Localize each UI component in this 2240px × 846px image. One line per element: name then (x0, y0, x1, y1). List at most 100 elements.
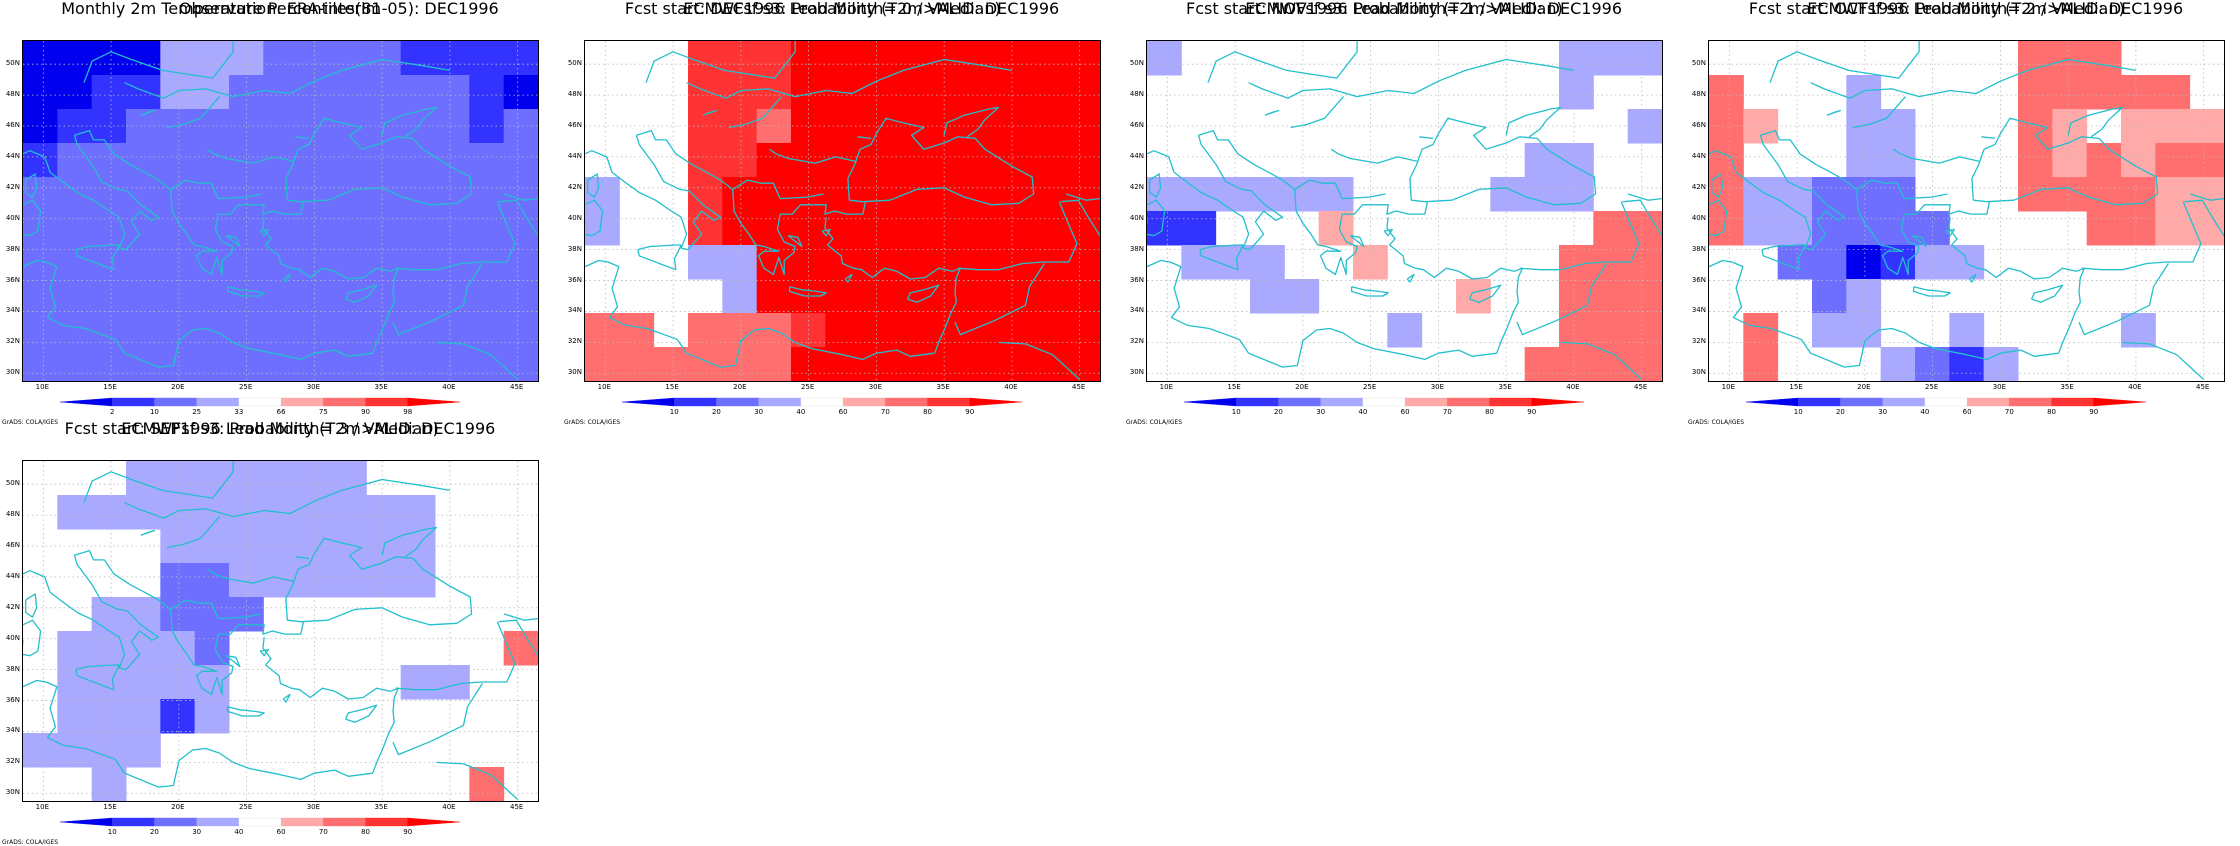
longitude-label: 20E (1857, 383, 1871, 391)
grid-cell (194, 495, 230, 530)
grid-cell (1065, 75, 1100, 110)
grid-cell (194, 143, 230, 178)
grid-cell (23, 313, 58, 348)
latitude-label: 44N (5, 571, 20, 580)
coastline (25, 173, 38, 198)
longitude-label: 15E (103, 803, 117, 811)
coastline (1709, 199, 1728, 237)
coastline (1409, 117, 1597, 206)
panel-title-line1: ECMWFsf s3: Probability (T2m>Median) (1245, 0, 1563, 18)
grid-cell (160, 313, 196, 348)
grid-cell (894, 41, 929, 76)
grid-cell (756, 143, 792, 178)
coastline (1981, 136, 1996, 140)
coastline (1760, 129, 1866, 224)
latitude-label: 46N (5, 121, 20, 129)
colorbar-swatch (365, 817, 409, 827)
colorbar-label: 90 (2089, 408, 2099, 416)
coastline (226, 286, 265, 297)
colorbar-swatch (407, 817, 460, 827)
grid-cell (962, 313, 998, 348)
grid-cell (2086, 41, 2122, 76)
colorbar-label: 80 (923, 408, 932, 416)
longitude-label: 30E (306, 383, 321, 391)
latitude-label: 46N (1691, 121, 1706, 129)
coastline (1852, 96, 1906, 129)
grid-cell (1031, 313, 1067, 348)
latitude-label: 34N (567, 306, 582, 315)
latitude-label: 30N (5, 788, 20, 797)
grid-cell (366, 495, 402, 530)
latitude-label: 32N (1129, 337, 1144, 346)
grid-cell (91, 143, 127, 178)
grid-cell (23, 245, 58, 280)
longitude-label: 10E (35, 803, 49, 811)
grid-cell (366, 563, 402, 598)
grid-cell (1065, 143, 1100, 178)
grid-cell (2155, 211, 2191, 246)
grid-cell (57, 245, 93, 280)
longitude-label: 15E (1789, 383, 1803, 391)
grads-credit: GrADS: COLA/IGES (1126, 419, 1183, 426)
longitude-label: 25E (238, 803, 253, 811)
grid-cell (503, 631, 538, 666)
grid-cell (894, 279, 929, 314)
grid-cell (126, 177, 161, 212)
colorbar-swatch (154, 817, 198, 827)
coastline (75, 664, 120, 691)
coastline (74, 549, 180, 644)
grid-cell (653, 347, 689, 381)
grid-cell (57, 41, 93, 76)
coastline (1406, 273, 1415, 283)
grid-cell (722, 313, 758, 348)
grid-cell (825, 313, 861, 348)
grid-cell (1031, 279, 1067, 314)
grid-cell (722, 41, 758, 76)
grid-cell (503, 279, 538, 314)
grid-cell (2052, 41, 2088, 76)
latitude-label: 36N (5, 695, 20, 704)
latitude-label: 36N (567, 275, 582, 284)
coastline (1065, 193, 1100, 201)
grid-cell (997, 313, 1032, 348)
grid-cell (688, 177, 723, 212)
coastline (2122, 341, 2205, 380)
grid-cell (263, 41, 299, 76)
grid-cell (503, 143, 538, 178)
longitude-label: 10E (35, 383, 49, 391)
grid-cell (332, 177, 367, 212)
grid-cell (1846, 75, 1882, 110)
colorbar-swatch (1746, 397, 1799, 407)
latitude-label: 40N (567, 213, 582, 222)
latitude-label: 34N (5, 726, 20, 735)
latitude-label: 50N (1129, 59, 1144, 68)
longitude-label: 45E (1633, 383, 1648, 391)
coastline (1810, 58, 2137, 99)
coastline (140, 529, 156, 536)
latitude-label: 44N (1691, 151, 1706, 160)
grid-cell (469, 279, 505, 314)
grid-cell (91, 75, 127, 110)
grid-cell (997, 347, 1032, 381)
grid-cell (366, 313, 402, 348)
colorbar-swatch (842, 397, 887, 407)
colorbar-swatch (969, 397, 1022, 407)
grid-cell (435, 41, 470, 76)
latitude-label: 38N (5, 664, 20, 673)
colorbar-swatch (1882, 397, 1926, 407)
grid-cell (756, 347, 792, 381)
coastline (259, 648, 269, 657)
coastline (740, 201, 867, 276)
grid-cell (1593, 211, 1629, 246)
coastline (381, 526, 438, 558)
longitude-label: 30E (306, 803, 321, 811)
grid-cell (160, 279, 196, 314)
grid-cell (91, 495, 127, 530)
grid-cell (722, 211, 758, 246)
coastline (345, 704, 378, 723)
grid-cell (400, 245, 436, 280)
colorbar-swatch (1798, 397, 1842, 407)
grid-cell (126, 313, 161, 348)
grid-cell (1318, 211, 1354, 246)
coastline (1864, 201, 1991, 276)
